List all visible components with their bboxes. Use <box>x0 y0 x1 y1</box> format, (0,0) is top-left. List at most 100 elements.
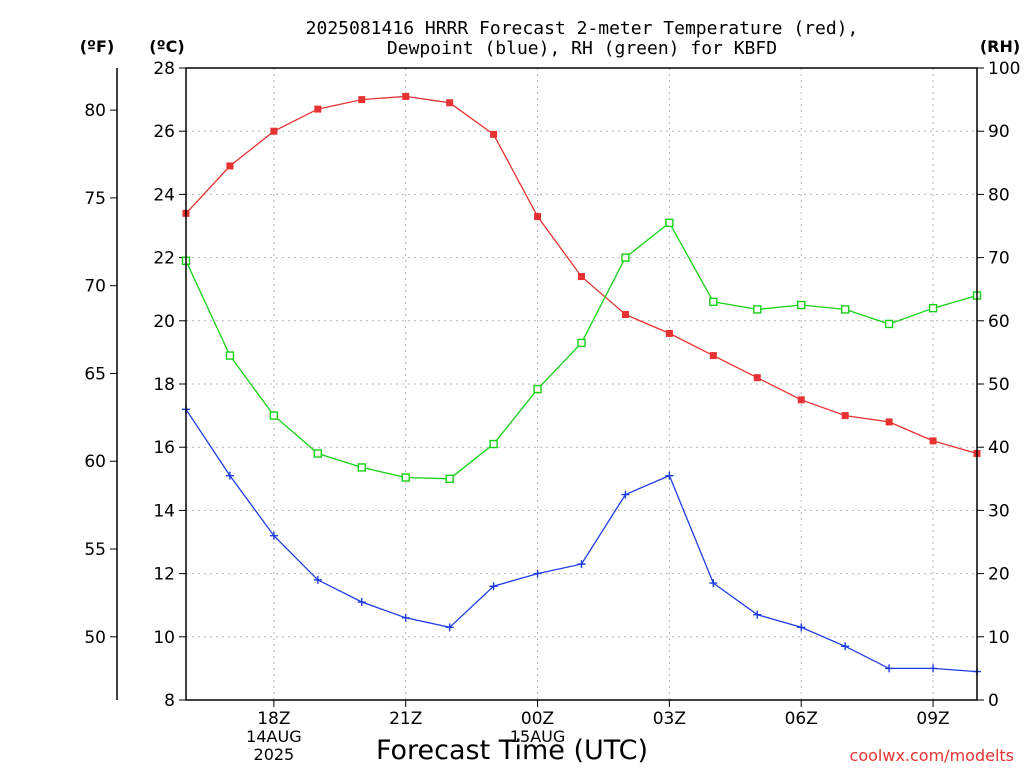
dewpoint-point-8 <box>533 569 542 578</box>
rh-point-13 <box>753 305 762 314</box>
plot-frame <box>185 67 978 701</box>
fahrenheit-tick-label-1: 55 <box>84 540 106 560</box>
rh-tick-label-0: 0 <box>988 691 999 711</box>
temperature-point-11 <box>665 329 673 337</box>
fahrenheit-tick-label-4: 70 <box>84 277 106 297</box>
celsius-tick-label-8: 24 <box>153 185 175 205</box>
rh-point-8 <box>533 384 542 394</box>
fahrenheit-unit-label: (ºF) <box>80 37 115 56</box>
celsius-tick-label-10: 28 <box>153 59 175 79</box>
dewpoint-point-9 <box>577 560 586 569</box>
temperature-point-6 <box>446 99 454 107</box>
fahrenheit-tick-label-0: 50 <box>84 628 106 648</box>
celsius-tick-label-2: 12 <box>153 565 175 585</box>
chart-title-line1: 2025081416 HRRR Forecast 2-meter Tempera… <box>306 18 859 39</box>
rh-tick-label-8: 80 <box>988 185 1010 205</box>
celsius-tick-label-5: 18 <box>153 375 175 395</box>
credit-text: coolwx.com/modelts <box>850 746 1014 765</box>
rh-tick-label-9: 90 <box>988 122 1010 142</box>
fahrenheit-tick-label-3: 65 <box>84 364 106 384</box>
rh-point-14 <box>797 300 806 310</box>
dewpoint-point-4 <box>357 598 366 607</box>
temperature-point-12 <box>709 352 717 360</box>
temperature-point-2 <box>270 127 278 135</box>
time-tick-year-0: 2025 <box>254 745 295 764</box>
temperature-point-1 <box>226 162 234 170</box>
fahrenheit-axis: 50 55 60 65 70 75 80 <box>84 68 118 700</box>
time-tick-date-2: 15AUG <box>510 727 565 746</box>
dewpoint-point-17 <box>929 664 938 673</box>
dewpoint-point-13 <box>753 610 762 619</box>
rh-tick-label-5: 50 <box>988 375 1010 395</box>
rh-tick-label-4: 40 <box>988 438 1010 458</box>
temperature-point-13 <box>753 374 761 382</box>
dewpoint-series <box>182 405 981 676</box>
x-axis-title: Forecast Time (UTC) <box>376 735 648 766</box>
rh-tick-label-2: 20 <box>988 565 1010 585</box>
time-tick-label-0: 18Z <box>257 709 290 729</box>
time-tick-label-1: 21Z <box>389 709 422 729</box>
rh-point-1 <box>225 351 235 360</box>
temperature-point-10 <box>621 310 629 318</box>
rh-axis: 0 10 20 30 40 50 60 70 80 90 100 <box>977 59 1020 711</box>
celsius-tick-label-3: 14 <box>153 501 175 521</box>
dewpoint-point-14 <box>797 623 806 632</box>
dewpoint-point-16 <box>885 664 894 673</box>
fahrenheit-tick-label-5: 75 <box>84 189 106 209</box>
celsius-tick-label-6: 20 <box>153 312 175 332</box>
dewpoint-point-11 <box>665 471 674 480</box>
celsius-axis: 8 10 12 14 16 18 20 22 24 26 28 <box>153 59 186 711</box>
rh-point-15 <box>840 305 850 314</box>
rh-point-2 <box>269 411 279 420</box>
rh-tick-label-6: 60 <box>988 312 1010 332</box>
temperature-point-5 <box>402 92 410 100</box>
temperature-point-16 <box>885 418 893 426</box>
celsius-tick-label-9: 26 <box>153 122 175 142</box>
rh-point-4 <box>357 463 366 472</box>
rh-tick-label-7: 70 <box>988 249 1010 269</box>
celsius-unit-label: (ºC) <box>149 37 184 56</box>
temperature-point-9 <box>578 273 585 281</box>
dewpoint-point-5 <box>401 613 410 622</box>
dewpoint-point-2 <box>269 531 278 540</box>
temperature-point-15 <box>841 412 849 420</box>
temperature-point-8 <box>534 213 542 221</box>
rh-point-11 <box>665 218 674 228</box>
temperature-point-3 <box>314 105 322 113</box>
rh-point-3 <box>313 449 323 458</box>
time-tick-label-2: 00Z <box>521 709 554 729</box>
rh-point-7 <box>489 439 498 449</box>
rh-point-12 <box>709 297 718 307</box>
time-tick-label-5: 09Z <box>916 709 949 729</box>
rh-point-6 <box>445 474 454 483</box>
rh-point-17 <box>928 303 938 313</box>
rh-tick-label-10: 100 <box>988 59 1020 79</box>
dewpoint-point-10 <box>621 490 630 499</box>
chart-title-line2: Dewpoint (blue), RH (green) for KBFD <box>387 38 777 59</box>
rh-point-16 <box>884 319 894 329</box>
rh-tick-label-3: 30 <box>988 501 1010 521</box>
fahrenheit-tick-label-2: 60 <box>84 452 106 472</box>
celsius-tick-label-7: 22 <box>153 249 175 269</box>
temperature-series <box>182 92 981 458</box>
dewpoint-point-7 <box>489 582 498 591</box>
rh-point-10 <box>621 253 630 262</box>
temperature-point-7 <box>490 130 498 138</box>
temperature-point-4 <box>358 96 366 104</box>
temperature-point-14 <box>797 396 805 404</box>
dewpoint-point-1 <box>225 471 234 480</box>
rh-unit-label: (RH) <box>980 37 1020 56</box>
time-tick-date-0: 14AUG <box>246 727 301 746</box>
time-tick-label-4: 06Z <box>785 709 818 729</box>
temperature-point-17 <box>929 437 937 445</box>
rh-tick-label-1: 10 <box>988 628 1010 648</box>
dewpoint-point-6 <box>445 623 454 632</box>
celsius-tick-label-0: 8 <box>164 691 175 711</box>
celsius-tick-label-4: 16 <box>153 438 175 458</box>
rh-point-5 <box>401 473 410 482</box>
dewpoint-point-15 <box>841 642 850 651</box>
time-tick-label-3: 03Z <box>653 709 686 729</box>
dewpoint-point-12 <box>709 579 718 588</box>
